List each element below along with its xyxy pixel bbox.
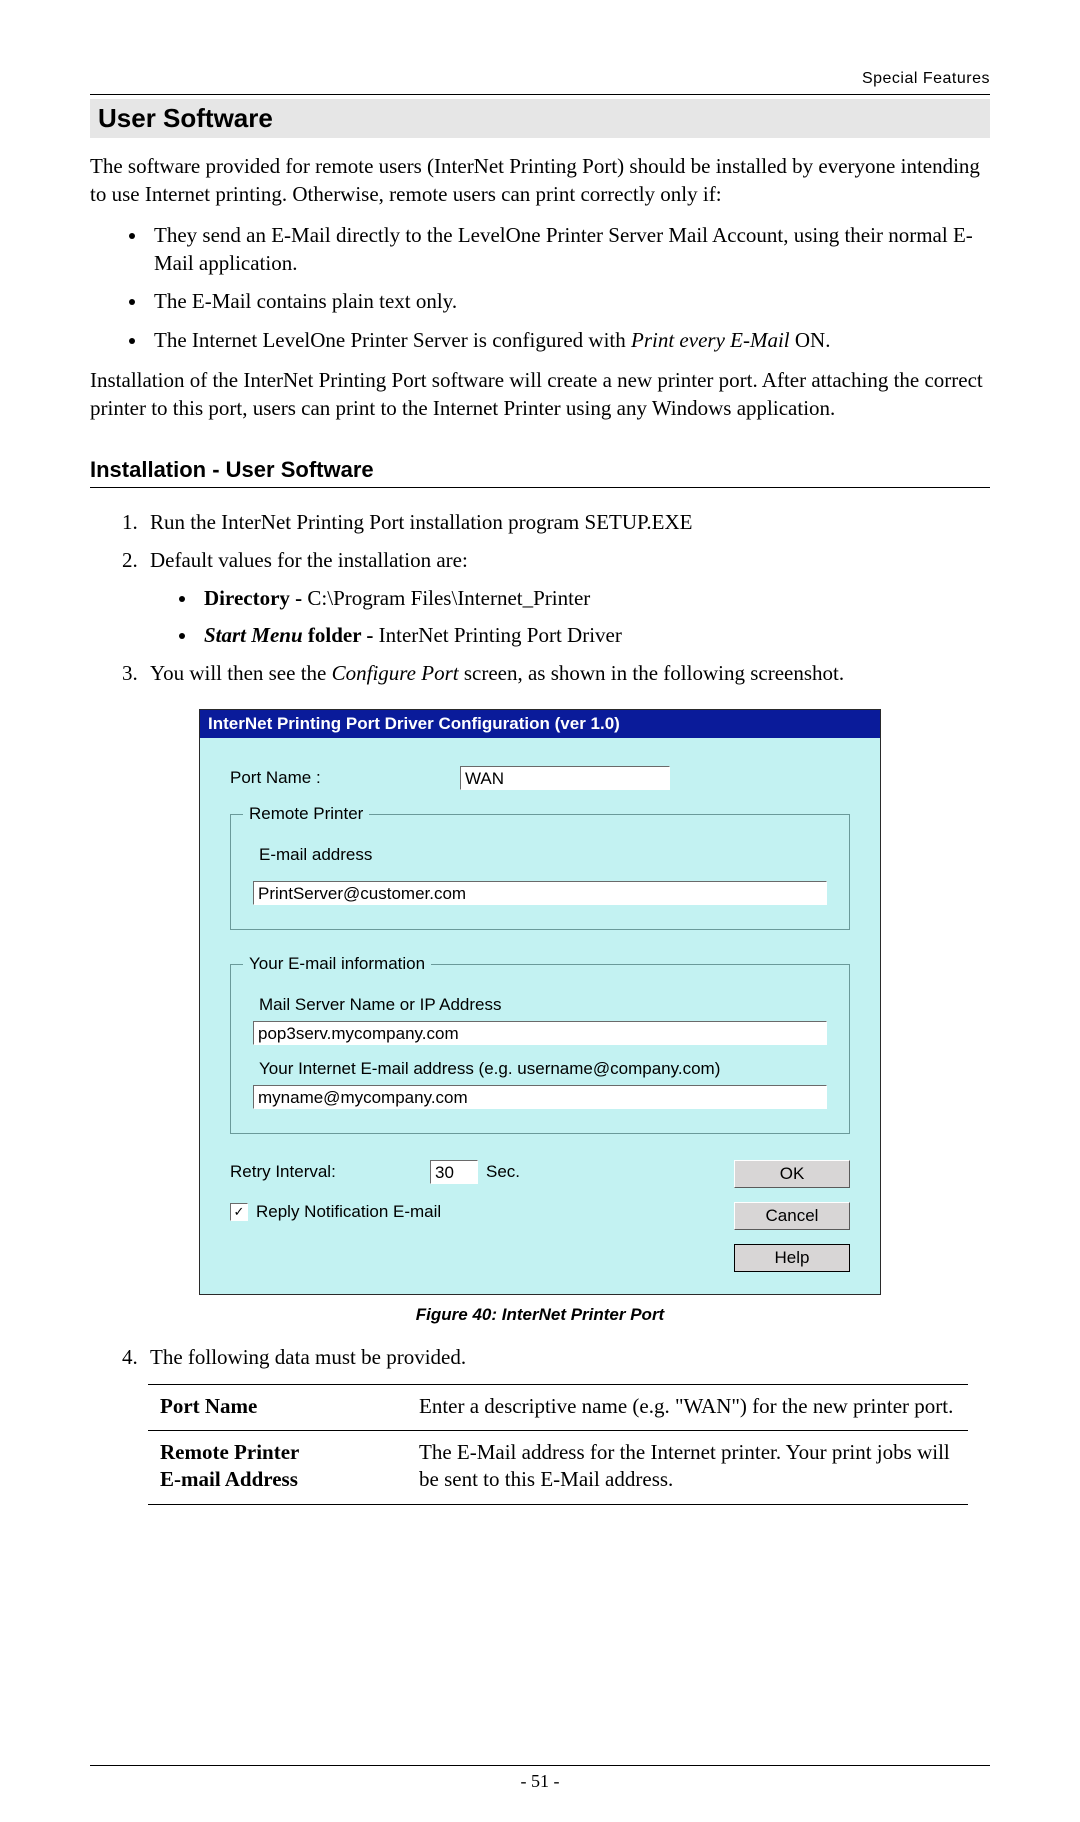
button-column: OK Cancel Help (734, 1160, 850, 1272)
reply-notify-label: Reply Notification E-mail (256, 1202, 441, 1222)
step-2: Default values for the installation are:… (122, 546, 990, 649)
config-dialog: InterNet Printing Port Driver Configurat… (199, 709, 881, 1295)
intro-paragraph-1: The software provided for remote users (… (90, 152, 990, 209)
field-description-table: Port Name Enter a descriptive name (e.g.… (148, 1384, 968, 1505)
your-address-label: Your Internet E-mail address (e.g. usern… (259, 1059, 827, 1079)
intro-paragraph-2: Installation of the InterNet Printing Po… (90, 366, 990, 423)
step-3: You will then see the Configure Port scr… (122, 659, 990, 687)
page-number: - 51 - (0, 1771, 1080, 1792)
portname-row: Port Name : WAN (230, 766, 850, 790)
heading-installation: Installation - User Software (90, 441, 990, 488)
header-rule (90, 94, 990, 95)
sub-item: Start Menu folder - InterNet Printing Po… (198, 621, 990, 649)
step-2-text: Default values for the installation are: (150, 548, 468, 572)
table-row: Port Name Enter a descriptive name (e.g.… (148, 1384, 968, 1430)
retry-row: Retry Interval: 30 Sec. (230, 1160, 734, 1184)
mailserver-input[interactable]: pop3serv.mycompany.com (253, 1021, 827, 1045)
step-1: Run the InterNet Printing Port installat… (122, 508, 990, 536)
portname-input[interactable]: WAN (460, 766, 670, 790)
bullet-item: They send an E-Mail directly to the Leve… (148, 221, 990, 278)
page: Special Features User Software The softw… (0, 0, 1080, 1822)
your-email-legend: Your E-mail information (243, 954, 431, 974)
ok-button[interactable]: OK (734, 1160, 850, 1188)
remote-printer-legend: Remote Printer (243, 804, 369, 824)
bullet-list-conditions: They send an E-Mail directly to the Leve… (90, 221, 990, 354)
table-key: Port Name (148, 1384, 407, 1430)
table-val: The E-Mail address for the Internet prin… (407, 1431, 968, 1505)
your-address-input[interactable]: myname@mycompany.com (253, 1085, 827, 1109)
table-row: Remote PrinterE-mail Address The E-Mail … (148, 1431, 968, 1505)
retry-unit-label: Sec. (486, 1162, 520, 1182)
mailserver-label: Mail Server Name or IP Address (259, 995, 827, 1015)
email-address-label: E-mail address (259, 845, 827, 865)
table-val: Enter a descriptive name (e.g. "WAN") fo… (407, 1384, 968, 1430)
bullet-item: The E-Mail contains plain text only. (148, 287, 990, 315)
numbered-steps: Run the InterNet Printing Port installat… (90, 508, 990, 688)
bullet-item: The Internet LevelOne Printer Server is … (148, 326, 990, 354)
dialog-titlebar: InterNet Printing Port Driver Configurat… (200, 710, 880, 738)
portname-label: Port Name : (230, 768, 460, 788)
dialog-body: Port Name : WAN Remote Printer E-mail ad… (200, 738, 880, 1294)
reply-notify-checkbox[interactable]: ✓ (230, 1203, 248, 1221)
retry-label: Retry Interval: (230, 1162, 430, 1182)
sub-item: Directory - C:\Program Files\Internet_Pr… (198, 584, 990, 612)
step-4: The following data must be provided. (122, 1343, 990, 1371)
cancel-button[interactable]: Cancel (734, 1202, 850, 1230)
numbered-steps-cont: The following data must be provided. (90, 1343, 990, 1371)
retry-input[interactable]: 30 (430, 1160, 478, 1184)
heading-user-software: User Software (90, 99, 990, 138)
help-button[interactable]: Help (734, 1244, 850, 1272)
running-header: Special Features (90, 70, 990, 88)
screenshot-wrapper: InterNet Printing Port Driver Configurat… (90, 709, 990, 1295)
your-email-group: Your E-mail information Mail Server Name… (230, 964, 850, 1134)
remote-email-input[interactable]: PrintServer@customer.com (253, 881, 827, 905)
reply-notify-row: ✓ Reply Notification E-mail (230, 1202, 734, 1222)
remote-printer-group: Remote Printer E-mail address PrintServe… (230, 814, 850, 930)
table-key: Remote PrinterE-mail Address (148, 1431, 407, 1505)
figure-caption: Figure 40: InterNet Printer Port (90, 1305, 990, 1325)
step-2-sublist: Directory - C:\Program Files\Internet_Pr… (150, 584, 990, 649)
footer-rule (90, 1765, 990, 1766)
